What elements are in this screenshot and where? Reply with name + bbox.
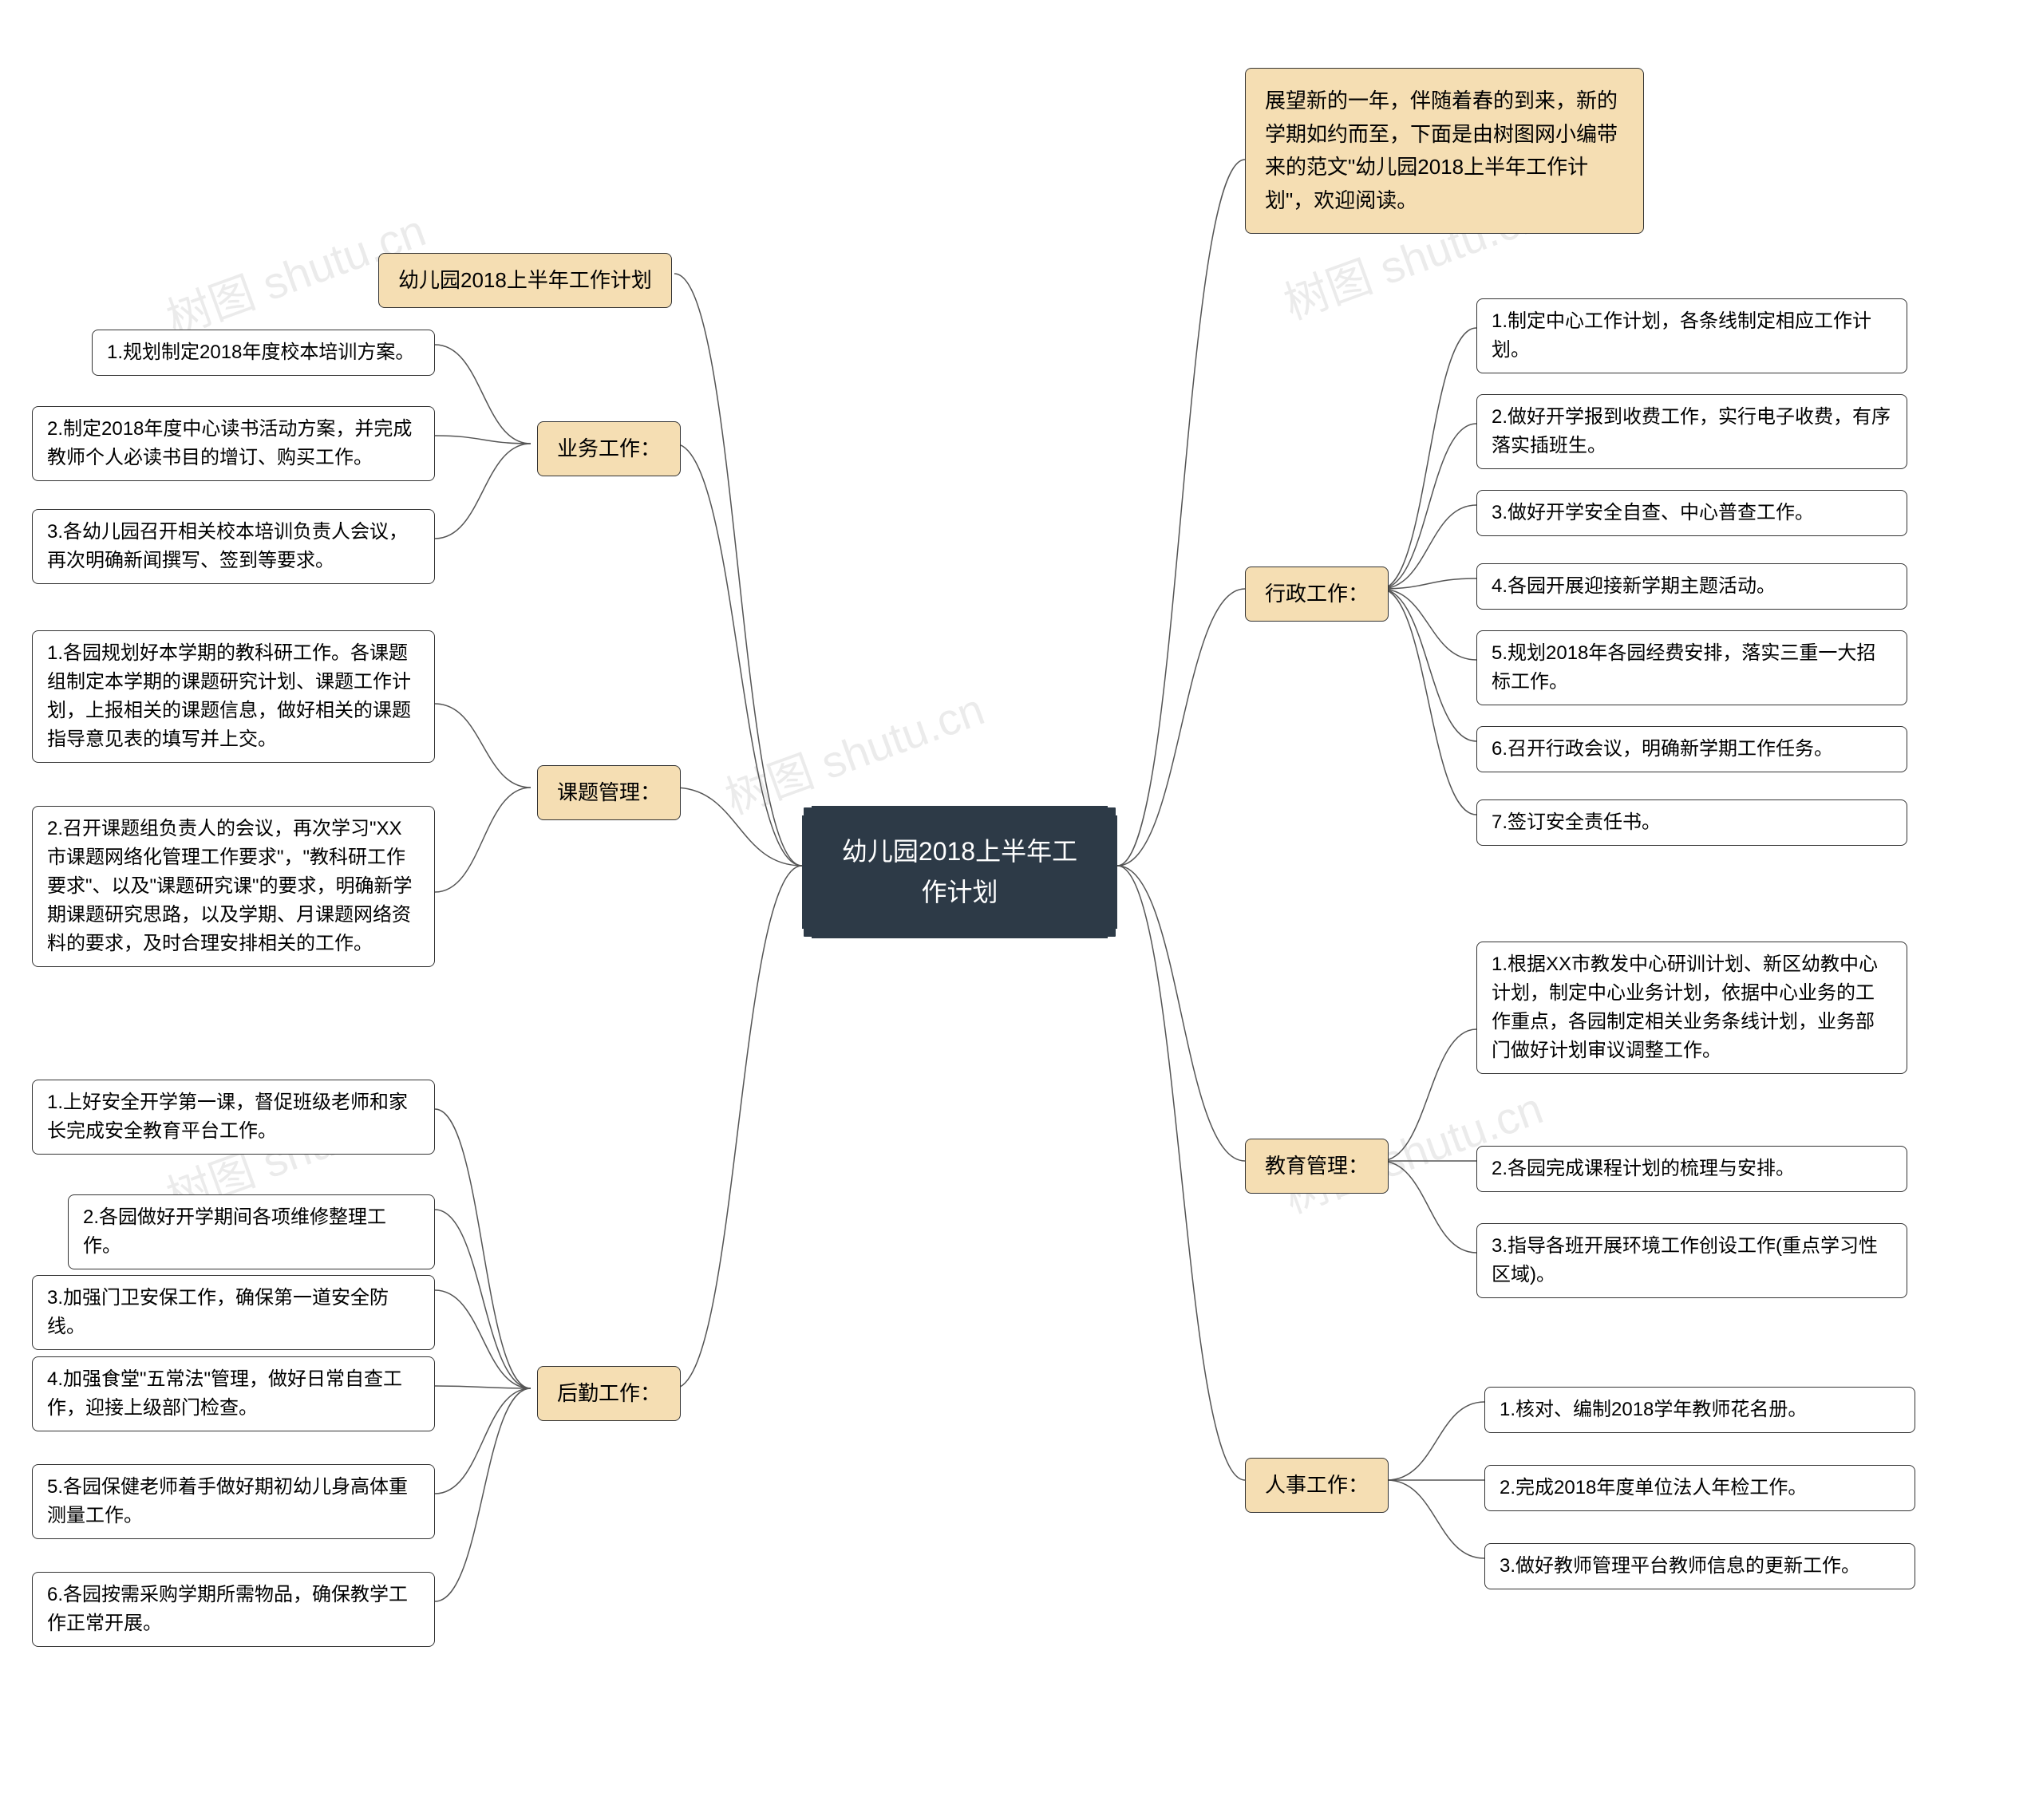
branch-hr: 人事工作：	[1245, 1458, 1389, 1513]
leaf-biz-2: 2.制定2018年度中心读书活动方案，并完成教师个人必读书目的增订、购买工作。	[32, 406, 435, 481]
branch-admin: 行政工作：	[1245, 567, 1389, 622]
leaf-hr-2: 2.完成2018年度单位法人年检工作。	[1484, 1465, 1915, 1511]
leaf-biz-1: 1.规划制定2018年度校本培训方案。	[92, 330, 435, 376]
leaf-admin-6: 6.召开行政会议，明确新学期工作任务。	[1476, 726, 1907, 772]
leaf-log-2: 2.各园做好开学期间各项维修整理工作。	[68, 1194, 435, 1269]
leaf-hr-1: 1.核对、编制2018学年教师花名册。	[1484, 1387, 1915, 1433]
leaf-topic-2: 2.召开课题组负责人的会议，再次学习"XX市课题网络化管理工作要求"，"教科研工…	[32, 806, 435, 967]
leaf-edu-1: 1.根据XX市教发中心研训计划、新区幼教中心计划，制定中心业务计划，依据中心业务…	[1476, 942, 1907, 1074]
leaf-log-1: 1.上好安全开学第一课，督促班级老师和家长完成安全教育平台工作。	[32, 1080, 435, 1155]
leaf-biz-3: 3.各幼儿园召开相关校本培训负责人会议，再次明确新闻撰写、签到等要求。	[32, 509, 435, 584]
branch-topic: 课题管理：	[537, 765, 681, 820]
root-node: 幼儿园2018上半年工作计划	[802, 806, 1117, 938]
mindmap-canvas: 树图 shutu.cn 树图 shutu.cn 树图 shutu.cn 树图 s…	[0, 0, 2043, 1820]
leaf-log-3: 3.加强门卫安保工作，确保第一道安全防线。	[32, 1275, 435, 1350]
leaf-log-4: 4.加强食堂"五常法"管理，做好日常自查工作，迎接上级部门检查。	[32, 1356, 435, 1431]
leaf-topic-1: 1.各园规划好本学期的教科研工作。各课题组制定本学期的课题研究计划、课题工作计划…	[32, 630, 435, 763]
branch-logistics: 后勤工作：	[537, 1366, 681, 1421]
leaf-admin-5: 5.规划2018年各园经费安排，落实三重一大招标工作。	[1476, 630, 1907, 705]
watermark: 树图 shutu.cn	[715, 673, 992, 827]
leaf-log-6: 6.各园按需采购学期所需物品，确保教学工作正常开展。	[32, 1572, 435, 1647]
root-title: 幼儿园2018上半年工作计划	[842, 837, 1077, 906]
intro-node: 展望新的一年，伴随着春的到来，新的学期如约而至，下面是由树图网小编带来的范文"幼…	[1245, 68, 1644, 234]
leaf-log-5: 5.各园保健老师着手做好期初幼儿身高体重测量工作。	[32, 1464, 435, 1539]
branch-biz: 业务工作：	[537, 421, 681, 476]
branch-edu: 教育管理：	[1245, 1139, 1389, 1194]
branch-title-alias: 幼儿园2018上半年工作计划	[378, 253, 672, 308]
leaf-admin-2: 2.做好开学报到收费工作，实行电子收费，有序落实插班生。	[1476, 394, 1907, 469]
leaf-admin-4: 4.各园开展迎接新学期主题活动。	[1476, 563, 1907, 610]
leaf-admin-1: 1.制定中心工作计划，各条线制定相应工作计划。	[1476, 298, 1907, 373]
leaf-edu-3: 3.指导各班开展环境工作创设工作(重点学习性区域)。	[1476, 1223, 1907, 1298]
leaf-edu-2: 2.各园完成课程计划的梳理与安排。	[1476, 1146, 1907, 1192]
leaf-admin-7: 7.签订安全责任书。	[1476, 799, 1907, 846]
leaf-admin-3: 3.做好开学安全自查、中心普查工作。	[1476, 490, 1907, 536]
leaf-hr-3: 3.做好教师管理平台教师信息的更新工作。	[1484, 1543, 1915, 1589]
